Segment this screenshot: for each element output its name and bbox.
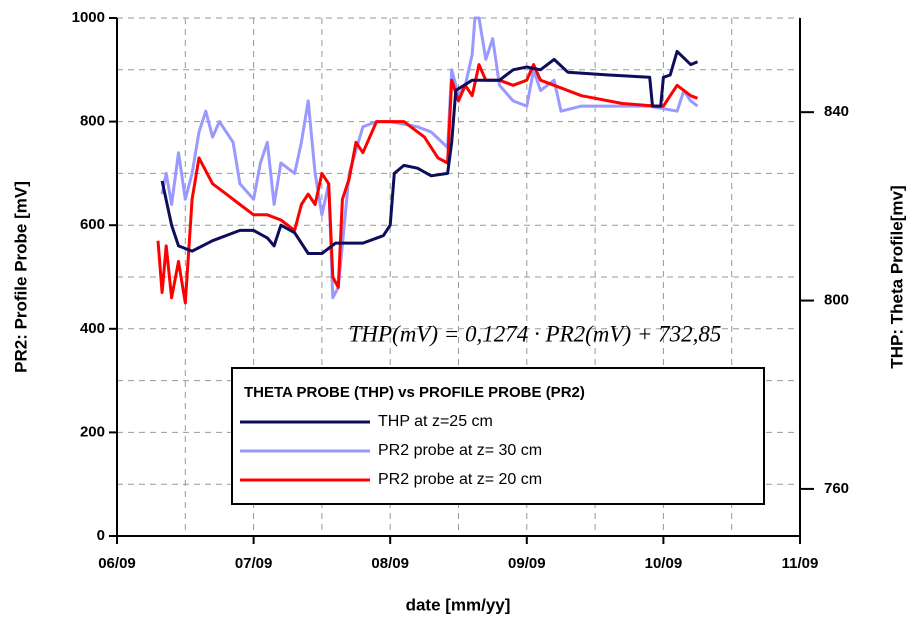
y-tick-label: 600 <box>80 216 105 233</box>
series-line <box>160 16 699 300</box>
x-tick-label: 07/09 <box>235 555 273 572</box>
x-tick-label: 08/09 <box>371 555 409 572</box>
y-tick-label: 0 <box>97 527 105 544</box>
legend-title: THETA PROBE (THP) vs PROFILE PROBE (PR2) <box>244 384 585 401</box>
x-tick-label: 10/09 <box>645 555 683 572</box>
x-axis-label: date [mm/yy] <box>406 595 511 614</box>
y-tick-label: 400 <box>80 320 105 337</box>
y-tick-label: 1000 <box>72 9 105 26</box>
series-line <box>160 49 699 255</box>
y2-tick-label: 800 <box>824 292 849 309</box>
y2-tick-label: 840 <box>824 103 849 120</box>
x-tick-label: 11/09 <box>782 555 819 572</box>
equation: THP(mV) = 0,1274 · PR2(mV) + 732,85 <box>349 321 722 346</box>
legend-label: PR2 probe at z= 30 cm <box>378 442 542 459</box>
x-tick-label: 09/09 <box>508 555 546 572</box>
y2-axis-label: THP: Theta Profile[mv] <box>887 185 906 368</box>
y-tick-label: 800 <box>80 113 105 130</box>
y2-tick-label: 760 <box>824 480 849 497</box>
y-tick-label: 200 <box>80 423 105 440</box>
legend-label: THP at z=25 cm <box>378 413 493 430</box>
legend-label: PR2 probe at z= 20 cm <box>378 471 542 488</box>
series-line <box>156 63 699 305</box>
x-tick-label: 06/09 <box>98 555 136 572</box>
y-axis-label: PR2: Profile Probe [mV] <box>11 181 30 373</box>
